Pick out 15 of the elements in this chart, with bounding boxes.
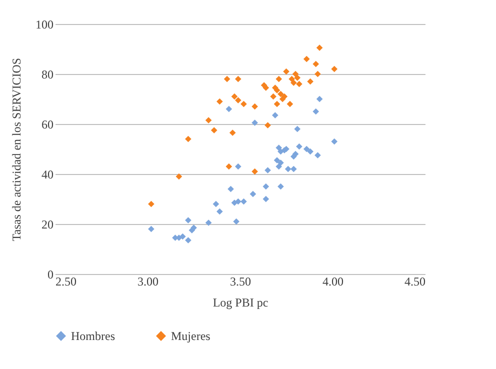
y-tick-label: 80 [42,68,54,82]
y-tick-label: 60 [42,118,54,132]
x-axis-title: Log PBI pc [212,296,268,310]
x-tick-label: 3.00 [138,274,158,288]
legend-label: Hombres [71,329,116,343]
legend-label: Mujeres [171,329,211,343]
y-tick-label: 0 [48,268,54,282]
y-tick-label: 20 [42,218,54,232]
x-tick-label: 3.50 [230,274,251,288]
y-axis-title: Tasas de actividad en los SERVICIOS [10,58,24,242]
x-tick-label: 4.50 [404,274,426,288]
x-tick-label: 2.50 [56,274,76,288]
y-tick-label: 100 [36,18,54,32]
y-tick-label: 40 [42,168,54,182]
x-tick-label: 4.00 [322,274,344,288]
